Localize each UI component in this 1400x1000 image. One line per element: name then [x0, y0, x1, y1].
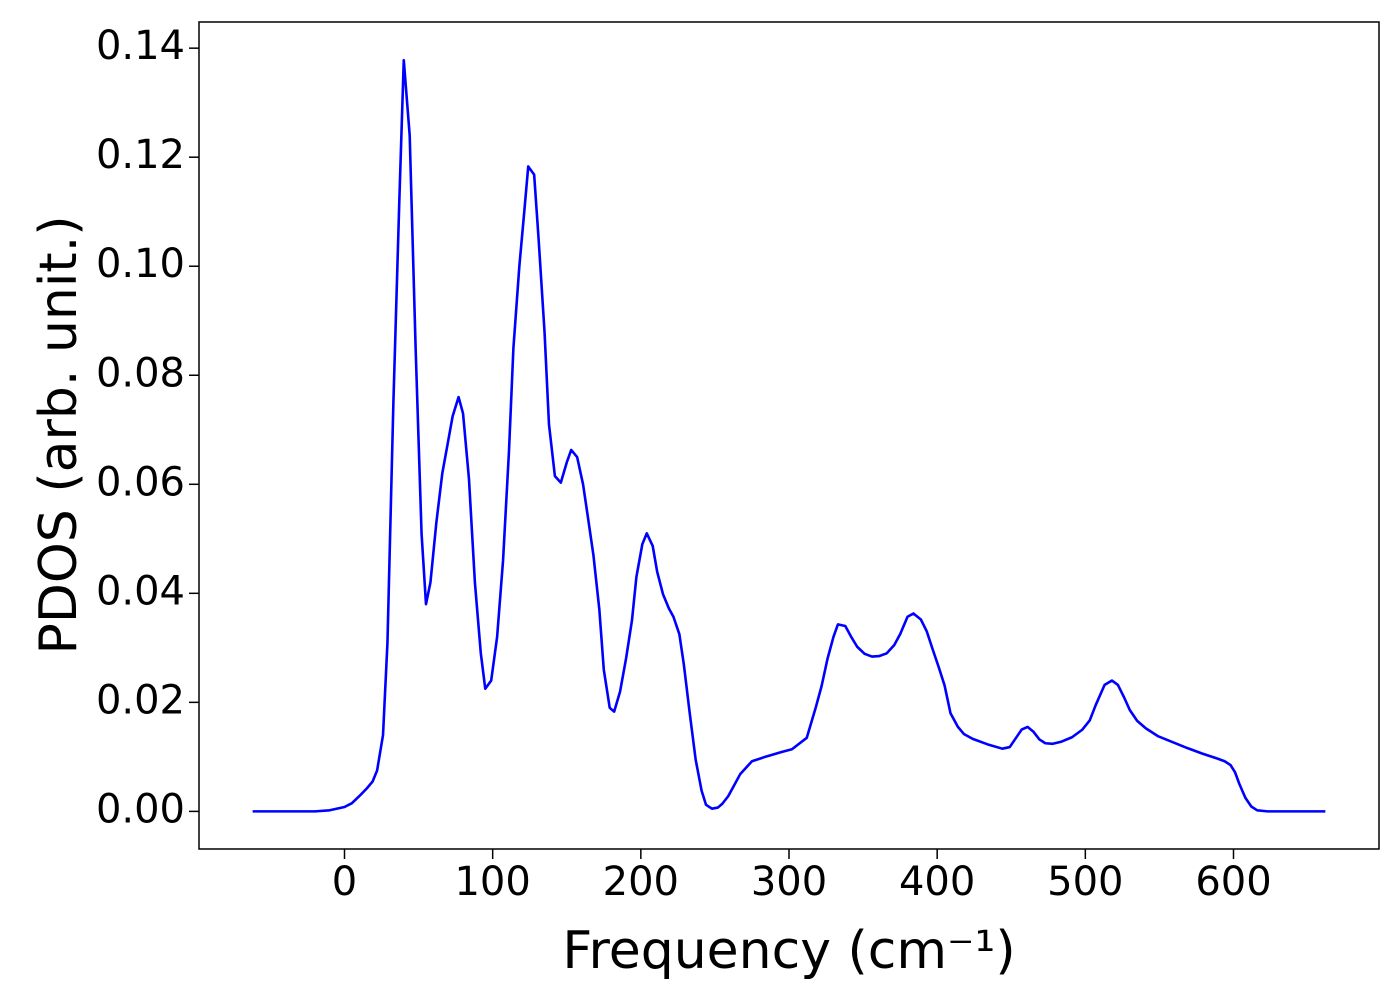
y-tick-label: 0.08	[96, 350, 185, 396]
y-tick-label: 0.04	[96, 568, 185, 614]
x-tick-label: 0	[332, 859, 357, 905]
x-tick-label: 500	[1047, 859, 1123, 905]
y-tick-label: 0.02	[96, 677, 185, 723]
x-tick-label: 400	[899, 859, 975, 905]
y-axis-label: PDOS (arb. unit.)	[29, 215, 89, 654]
y-tick-label: 0.10	[96, 241, 185, 287]
y-tick-label: 0.12	[96, 132, 185, 178]
y-tick-label: 0.06	[96, 459, 185, 505]
y-tick-label: 0.00	[96, 786, 185, 832]
x-tick-label: 100	[454, 859, 530, 905]
x-axis-label: Frequency (cm⁻¹)	[562, 921, 1015, 981]
y-tick-label: 0.14	[96, 23, 185, 69]
plot-frame	[198, 21, 1380, 850]
x-tick-label: 600	[1195, 859, 1271, 905]
x-tick-label: 300	[751, 859, 827, 905]
x-tick-label: 200	[603, 859, 679, 905]
data-line	[252, 58, 1326, 813]
